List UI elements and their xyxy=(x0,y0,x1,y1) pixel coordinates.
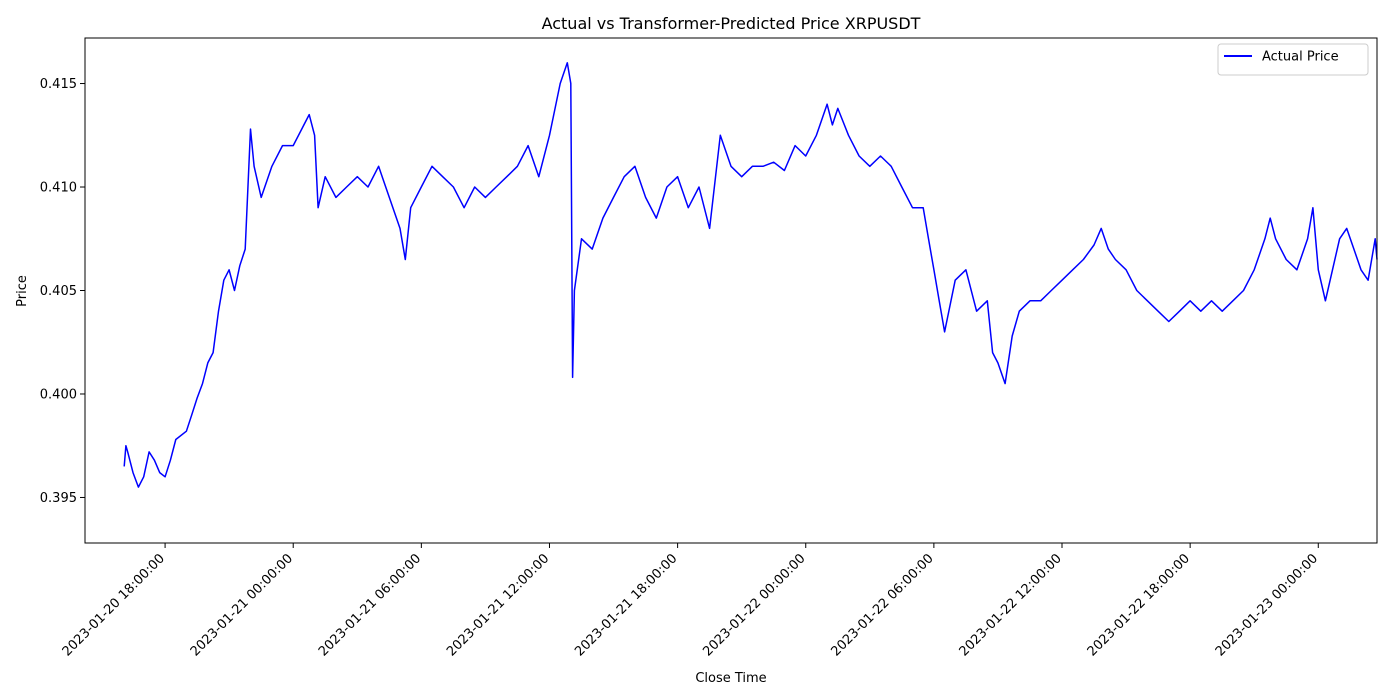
series-lines xyxy=(123,62,1378,488)
series-line-actual-price xyxy=(123,62,1378,488)
x-tick-label: 2023-01-21 00:00:00 xyxy=(188,551,296,659)
x-tick-label: 2023-01-21 18:00:00 xyxy=(572,551,680,659)
y-axis-label: Price xyxy=(15,275,30,307)
x-axis-ticks: 2023-01-20 18:00:00 2023-01-21 00:00:00 20… xyxy=(60,543,1321,659)
x-axis-label: Close Time xyxy=(695,671,766,686)
x-tick-label: 2023-01-20 18:00:00 xyxy=(60,551,168,659)
x-tick-label: 2023-01-23 00:00:00 xyxy=(1213,551,1321,659)
x-tick-label: 2023-01-21 06:00:00 xyxy=(316,551,424,659)
y-tick-label: 0.415 xyxy=(40,77,77,92)
x-tick-label: 2023-01-22 12:00:00 xyxy=(957,551,1065,659)
y-tick-label: 0.405 xyxy=(40,284,77,299)
legend-label: Actual Price xyxy=(1262,50,1339,65)
x-tick-label: 2023-01-22 00:00:00 xyxy=(700,551,808,659)
x-tick-label: 2023-01-22 06:00:00 xyxy=(828,551,936,659)
y-tick-label: 0.400 xyxy=(40,387,77,402)
legend-box xyxy=(1217,43,1369,76)
y-tick-label: 0.395 xyxy=(40,491,77,506)
x-tick-label: 2023-01-22 18:00:00 xyxy=(1085,551,1193,659)
y-tick-label: 0.410 xyxy=(40,181,77,196)
y-axis-ticks: 0.395 0.400 0.405 0.410 0.415 xyxy=(40,77,85,506)
x-tick-label: 2023-01-21 12:00:00 xyxy=(444,551,552,659)
plot-area xyxy=(85,38,1377,543)
chart-title: Actual vs Transformer-Predicted Price XR… xyxy=(542,14,921,33)
legend: Actual Price xyxy=(1217,43,1369,76)
